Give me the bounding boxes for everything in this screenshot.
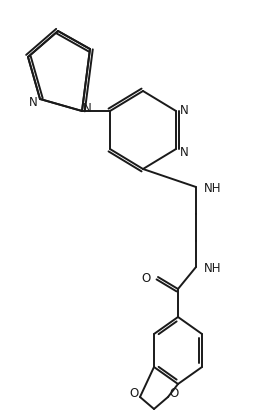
Text: O: O <box>129 387 139 399</box>
Text: O: O <box>169 387 179 399</box>
Text: NH: NH <box>204 181 222 194</box>
Text: N: N <box>83 102 91 115</box>
Text: O: O <box>142 271 151 284</box>
Text: N: N <box>29 95 37 108</box>
Text: N: N <box>180 145 188 158</box>
Text: NH: NH <box>204 261 222 274</box>
Text: N: N <box>180 103 188 116</box>
